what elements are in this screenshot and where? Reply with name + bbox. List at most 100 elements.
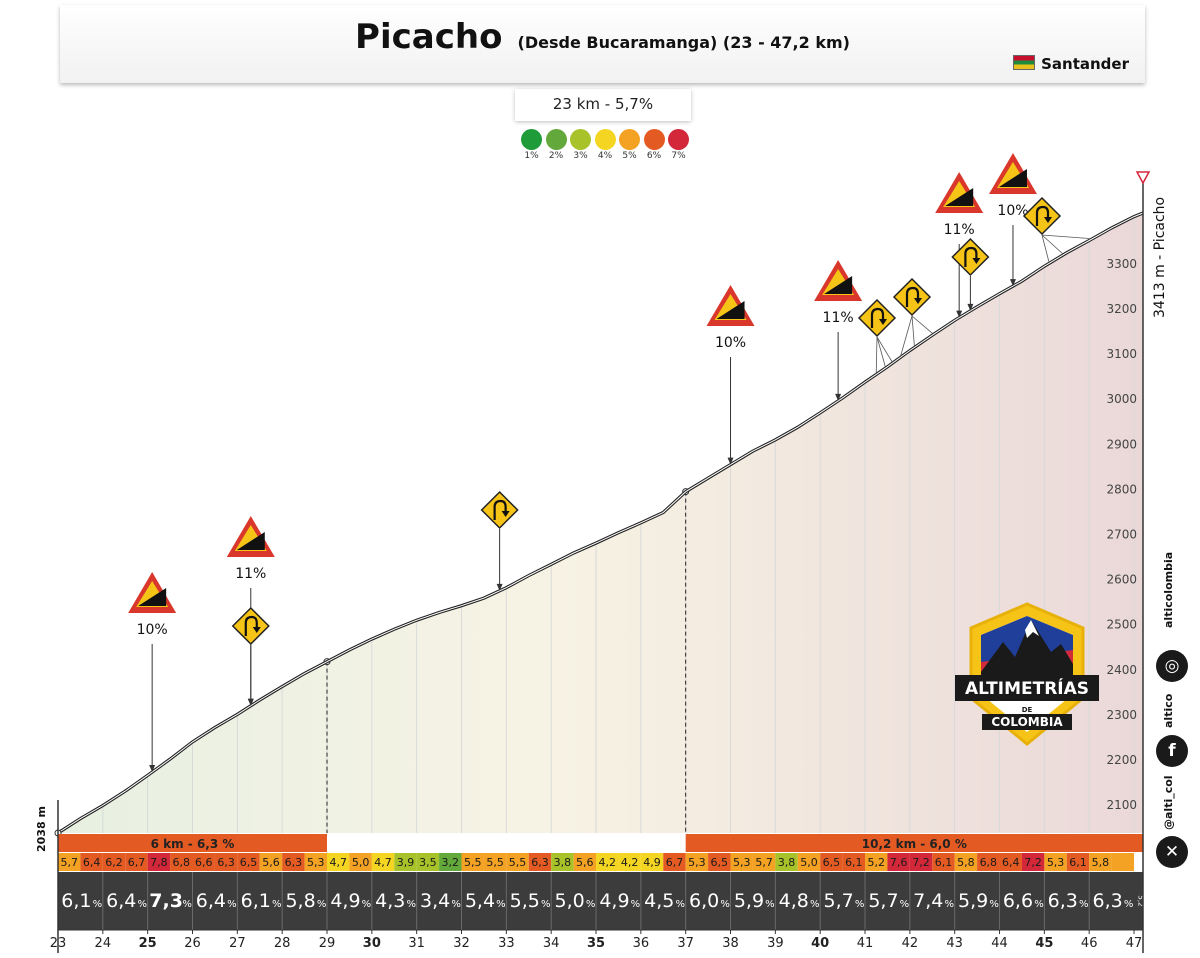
km-gradient-unit: % bbox=[93, 899, 103, 910]
km-gradient-unit: % bbox=[631, 899, 641, 910]
facebook-handle: altico bbox=[1162, 693, 1175, 728]
half-km-gradient: 6,8 bbox=[173, 856, 191, 869]
half-km-cell bbox=[865, 853, 888, 871]
hairpin-arrow bbox=[1035, 205, 1050, 226]
sign-pointer-arrowhead bbox=[956, 310, 963, 318]
slope-icon bbox=[998, 169, 1027, 187]
curve-sign bbox=[1022, 196, 1062, 236]
km-gradient: 6,4 bbox=[106, 890, 136, 912]
steep-grade-sign: 11% bbox=[935, 172, 984, 238]
km-gradient-unit: % bbox=[182, 899, 192, 910]
x-handle: @alti_col bbox=[1162, 775, 1175, 830]
legend-item: 5% bbox=[617, 129, 642, 161]
half-km-cell bbox=[752, 853, 776, 871]
half-km-gradient: 5,3 bbox=[307, 856, 325, 869]
half-km-cell bbox=[282, 853, 305, 871]
km-gradient: 6,1 bbox=[241, 890, 271, 912]
sign-pointer-arrowhead bbox=[247, 698, 254, 706]
x-tick-label: 24 bbox=[95, 936, 112, 951]
sign-pointer-line bbox=[911, 315, 915, 346]
y-tick-label: 2600 bbox=[1106, 573, 1137, 587]
header-banner: Picacho (Desde Bucaramanga) (23 - 47,2 k… bbox=[60, 5, 1145, 83]
sector-label: 10,2 km - 6,0 % bbox=[862, 837, 967, 851]
km-gradient-unit: % bbox=[137, 899, 147, 910]
half-km-cell bbox=[842, 853, 866, 871]
km-gradient-unit: % bbox=[945, 899, 955, 910]
half-km-gradient: 6,3 bbox=[531, 856, 549, 869]
km-gradient: 4,9 bbox=[599, 890, 629, 912]
sign-pointer-line bbox=[900, 315, 913, 356]
sign-pointer-line bbox=[911, 315, 933, 334]
km-gradient: 5,8 bbox=[285, 890, 315, 912]
hairpin-curve-icon bbox=[951, 237, 990, 277]
hairpin-arrow bbox=[870, 307, 885, 328]
hairpin-curve-icon bbox=[231, 606, 270, 646]
x-tick-label: 41 bbox=[857, 936, 874, 951]
hairpin-curve-icon bbox=[857, 298, 897, 338]
km-band-bg bbox=[58, 872, 1143, 930]
x-tick-label: 29 bbox=[319, 936, 336, 951]
hairpin-curve-icon bbox=[480, 490, 519, 530]
region-label: Santander bbox=[1013, 55, 1129, 73]
km-gradient-unit: % bbox=[855, 899, 865, 910]
half-km-gradient: 5,5 bbox=[509, 856, 527, 869]
steep-grade-sign: 11% bbox=[226, 516, 275, 582]
legend-label: 7% bbox=[671, 151, 686, 161]
legend-label: 3% bbox=[573, 151, 588, 161]
km-gradient-unit: % bbox=[1124, 899, 1134, 910]
half-km-cell bbox=[640, 853, 664, 871]
facebook-icon[interactable]: f bbox=[1156, 735, 1188, 767]
legend-label: 4% bbox=[597, 151, 613, 161]
flag-icon bbox=[1013, 55, 1036, 70]
legend-item: 3% bbox=[568, 129, 593, 161]
half-km-cell bbox=[439, 853, 462, 871]
title-row: Picacho (Desde Bucaramanga) (23 - 47,2 k… bbox=[60, 17, 1145, 57]
km-gradient-unit: % bbox=[227, 899, 237, 910]
x-tick-label: 31 bbox=[408, 936, 425, 951]
half-km-gradient: 6,3 bbox=[285, 856, 303, 869]
steep-grade-label: 10% bbox=[997, 203, 1028, 219]
steep-grade-sign: 10% bbox=[988, 153, 1037, 219]
km-gradient-unit: % bbox=[586, 899, 596, 910]
hairpin-arrowhead bbox=[1044, 217, 1052, 223]
half-km-cell bbox=[999, 853, 1022, 871]
x-tick-label: 28 bbox=[274, 936, 291, 951]
half-km-cell bbox=[685, 853, 709, 871]
hairpin-arrow bbox=[964, 246, 978, 267]
half-km-gradient: 5,5 bbox=[464, 856, 482, 869]
x-icon[interactable]: ✕ bbox=[1156, 836, 1188, 868]
half-km-gradient: 6,1 bbox=[845, 856, 863, 869]
x-tick-label: 35 bbox=[587, 936, 605, 951]
half-km-cell bbox=[349, 853, 372, 871]
sign-pointer-line bbox=[876, 336, 893, 362]
half-km-cell bbox=[618, 853, 641, 871]
steep-grade-label: 11% bbox=[823, 310, 854, 326]
half-km-gradient: 3,2 bbox=[442, 856, 460, 869]
y-tick-label: 2900 bbox=[1106, 437, 1137, 451]
hairpin-arrow bbox=[905, 286, 920, 307]
summit-label: 3413 m - Picacho bbox=[1152, 196, 1168, 318]
steep-grade-sign: 10% bbox=[706, 285, 755, 351]
legend-item: 7% bbox=[666, 129, 691, 161]
y-tick-label: 3000 bbox=[1106, 392, 1137, 406]
legend-swatch bbox=[545, 129, 567, 150]
km-gradient-unit: % bbox=[362, 899, 372, 910]
km-gradient: 7,4 bbox=[913, 890, 943, 912]
legend-swatch bbox=[668, 129, 689, 150]
half-km-cell bbox=[1021, 853, 1045, 871]
half-km-cell bbox=[102, 853, 126, 871]
half-km-cell bbox=[573, 853, 597, 871]
sign-pointer-line bbox=[1041, 234, 1050, 262]
hairpin-arrowhead bbox=[879, 319, 887, 325]
instagram-icon[interactable]: ◎ bbox=[1156, 650, 1188, 682]
half-km-cell bbox=[596, 853, 619, 871]
half-km-gradient: 5,3 bbox=[733, 856, 751, 869]
page-subtitle: (Desde Bucaramanga) (23 - 47,2 km) bbox=[517, 33, 850, 52]
km-gradient: 5,0 bbox=[554, 890, 584, 912]
half-km-gradient: 6,7 bbox=[128, 856, 146, 869]
km-gradient-unit: % bbox=[810, 899, 820, 910]
sign-pointer-arrowhead bbox=[496, 583, 503, 591]
half-km-cell bbox=[461, 853, 484, 871]
hairpin-arrowhead bbox=[914, 298, 922, 304]
